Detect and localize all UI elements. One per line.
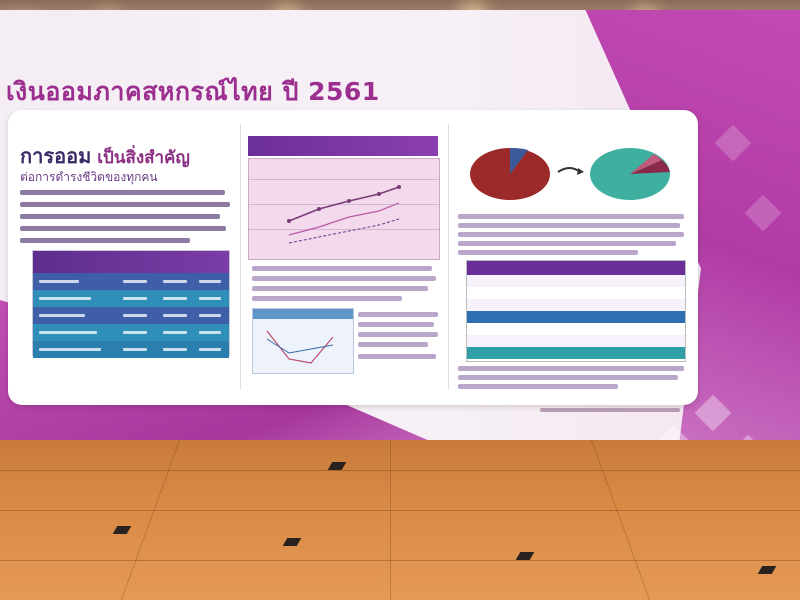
text-line <box>20 214 220 219</box>
table-row <box>467 311 685 323</box>
panel-title-rest: เป็นสิ่งสำคัญ <box>91 148 190 168</box>
text-line <box>358 342 428 347</box>
text-line <box>458 250 638 255</box>
panel-subtitle: ต่อการดำรงชีวิตของทุกคน <box>20 170 158 184</box>
column-divider <box>240 124 241 389</box>
table-row <box>33 307 229 324</box>
floor-marker <box>327 462 347 470</box>
text-line <box>252 286 428 291</box>
mini-chart-lines <box>266 330 334 364</box>
banner-headline: เงินออมภาคสหกรณ์ไทย ปี 2561 <box>6 77 380 106</box>
panel-left-column: การออม เป็นสิ่งสำคัญ ต่อการดำรงชีวิตของท… <box>8 110 238 405</box>
text-line <box>20 238 190 243</box>
text-line <box>458 384 618 389</box>
table-row <box>33 273 229 290</box>
table-row <box>33 290 229 307</box>
comparison-table <box>466 260 686 362</box>
panel-right-column <box>452 110 692 405</box>
line-chart-series <box>287 185 401 244</box>
table-row <box>467 299 685 311</box>
text-line <box>252 296 402 301</box>
panel-middle-column <box>244 110 444 405</box>
column-divider <box>448 124 449 389</box>
table-row <box>467 323 685 335</box>
text-line <box>358 312 438 317</box>
text-line <box>358 322 434 327</box>
text-line <box>252 266 432 271</box>
floor-marker <box>515 552 535 560</box>
table-row <box>467 287 685 299</box>
mini-chart-card <box>252 308 354 374</box>
info-panel: การออม เป็นสิ่งสำคัญ ต่อการดำรงชีวิตของท… <box>8 110 698 405</box>
table-row <box>467 335 685 347</box>
text-line <box>20 202 230 207</box>
floor-marker <box>282 538 302 546</box>
banner-footer-credit <box>540 408 680 412</box>
panel-title-main: การออม <box>20 144 92 168</box>
panel-title: การออม เป็นสิ่งสำคัญ <box>20 140 190 172</box>
text-line <box>458 375 678 380</box>
text-line <box>20 226 226 231</box>
text-line <box>358 332 438 337</box>
chart-header-bar <box>248 136 438 156</box>
tiled-floor <box>0 440 800 600</box>
table-row <box>467 275 685 287</box>
text-line <box>458 214 684 219</box>
savings-table-header <box>33 251 229 273</box>
floor-marker <box>757 566 777 574</box>
text-line <box>458 232 684 237</box>
exhibition-banner: เงินออมภาคสหกรณ์ไทย ปี 2561 การออม เป็นส… <box>0 10 800 480</box>
text-line <box>252 276 436 281</box>
table-row <box>33 324 229 341</box>
text-line <box>20 190 225 195</box>
line-chart <box>248 158 440 260</box>
text-line <box>458 241 676 246</box>
table-row <box>467 347 685 359</box>
table-row <box>33 341 229 358</box>
comparison-table-header <box>467 261 685 275</box>
savings-table <box>32 250 230 358</box>
text-line <box>358 354 436 359</box>
pie-charts <box>470 147 670 200</box>
floor-marker <box>112 526 132 534</box>
text-line <box>458 366 684 371</box>
text-line <box>458 223 680 228</box>
